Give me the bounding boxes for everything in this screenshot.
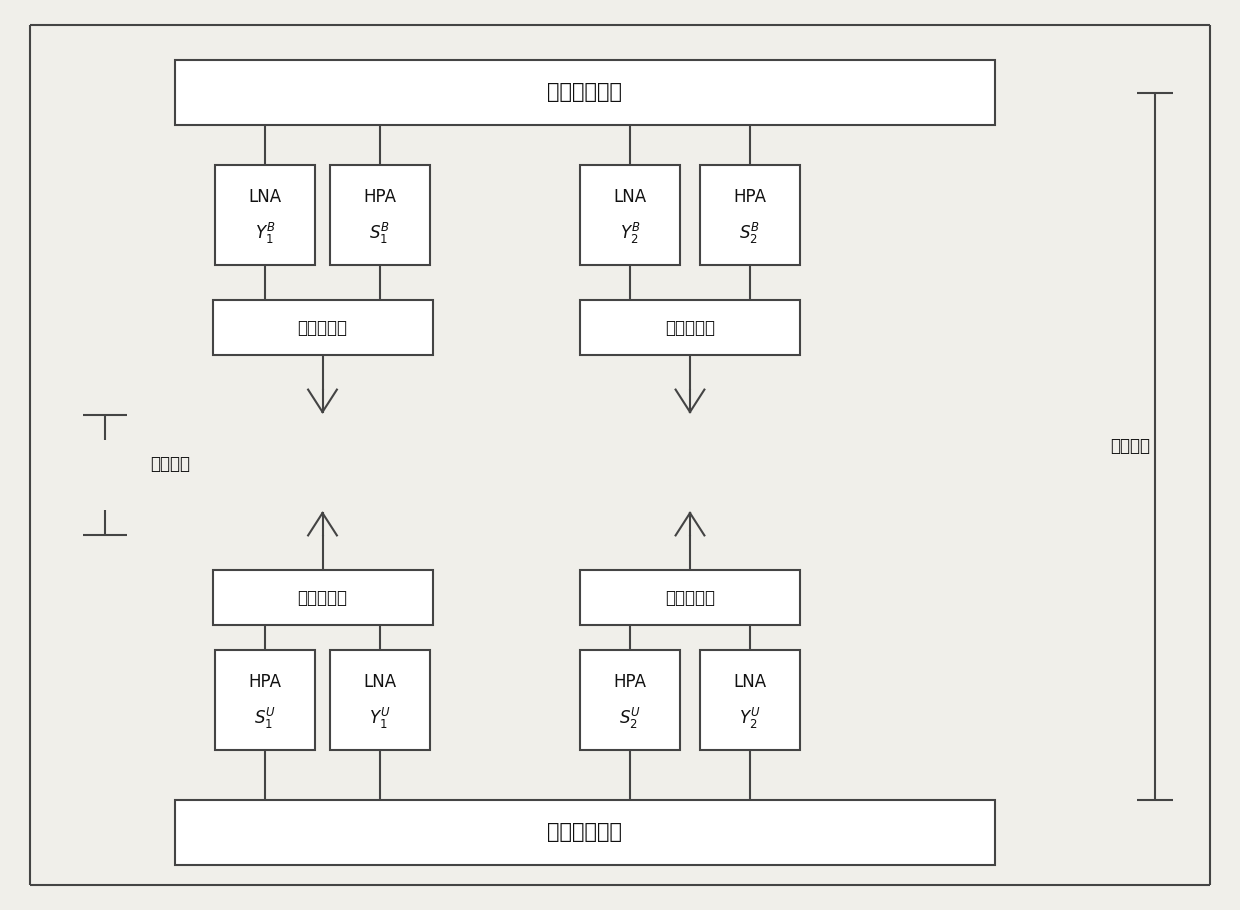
Bar: [580, 165, 680, 265]
Text: LNA: LNA: [363, 673, 397, 691]
Bar: [215, 650, 315, 750]
Text: HPA: HPA: [734, 188, 766, 206]
Bar: [701, 650, 800, 750]
Text: 收发转换器: 收发转换器: [298, 589, 347, 606]
Text: $Y_2^B$: $Y_2^B$: [620, 220, 640, 246]
Bar: [701, 165, 800, 265]
Text: 基站基带处理: 基站基带处理: [548, 83, 622, 103]
Text: HPA: HPA: [363, 188, 397, 206]
Text: LNA: LNA: [733, 673, 766, 691]
Bar: [212, 300, 433, 355]
Bar: [212, 570, 433, 625]
Bar: [580, 650, 680, 750]
Text: 收发转换器: 收发转换器: [665, 589, 715, 606]
Text: $Y_2^U$: $Y_2^U$: [739, 705, 761, 731]
Text: HPA: HPA: [248, 673, 281, 691]
Bar: [215, 165, 315, 265]
Text: 等效信道: 等效信道: [1110, 437, 1149, 455]
Text: 收发转换器: 收发转换器: [298, 318, 347, 337]
Bar: [580, 570, 800, 625]
Text: $S_1^B$: $S_1^B$: [370, 220, 391, 246]
Bar: [580, 300, 800, 355]
Bar: [330, 165, 430, 265]
Text: $Y_1^U$: $Y_1^U$: [370, 705, 391, 731]
Text: LNA: LNA: [614, 188, 646, 206]
Text: 收发转换器: 收发转换器: [665, 318, 715, 337]
Text: $S_1^U$: $S_1^U$: [254, 705, 277, 731]
Text: 用户基带处理: 用户基带处理: [548, 823, 622, 843]
Bar: [175, 60, 994, 125]
Text: $S_2^U$: $S_2^U$: [619, 705, 641, 731]
Bar: [175, 800, 994, 865]
Text: HPA: HPA: [614, 673, 646, 691]
Text: 空间信道: 空间信道: [150, 455, 190, 473]
Bar: [330, 650, 430, 750]
Text: LNA: LNA: [248, 188, 281, 206]
Text: $S_2^B$: $S_2^B$: [739, 220, 760, 246]
Text: $Y_1^B$: $Y_1^B$: [254, 220, 275, 246]
